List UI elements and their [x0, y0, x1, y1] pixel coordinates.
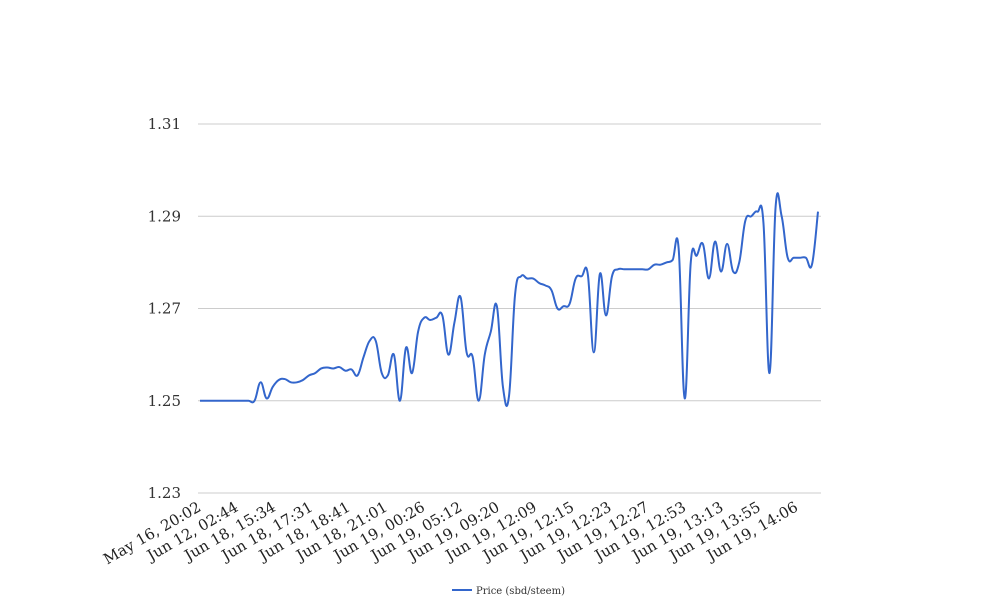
y-tick-label: 1.29 [148, 207, 181, 225]
y-tick-label: 1.27 [148, 300, 181, 318]
legend[interactable]: Price (sbd/steem) [452, 586, 565, 597]
y-axis: 1.23 1.25 1.27 1.29 1.31 [148, 115, 181, 502]
legend-label: Price (sbd/steem) [476, 586, 565, 597]
series-line-0[interactable] [200, 192, 819, 408]
y-tick-label: 1.23 [148, 484, 181, 502]
y-tick-label: 1.31 [148, 115, 181, 133]
gridlines [198, 123, 821, 494]
y-tick-label: 1.25 [148, 392, 181, 410]
series-layer [200, 192, 819, 408]
